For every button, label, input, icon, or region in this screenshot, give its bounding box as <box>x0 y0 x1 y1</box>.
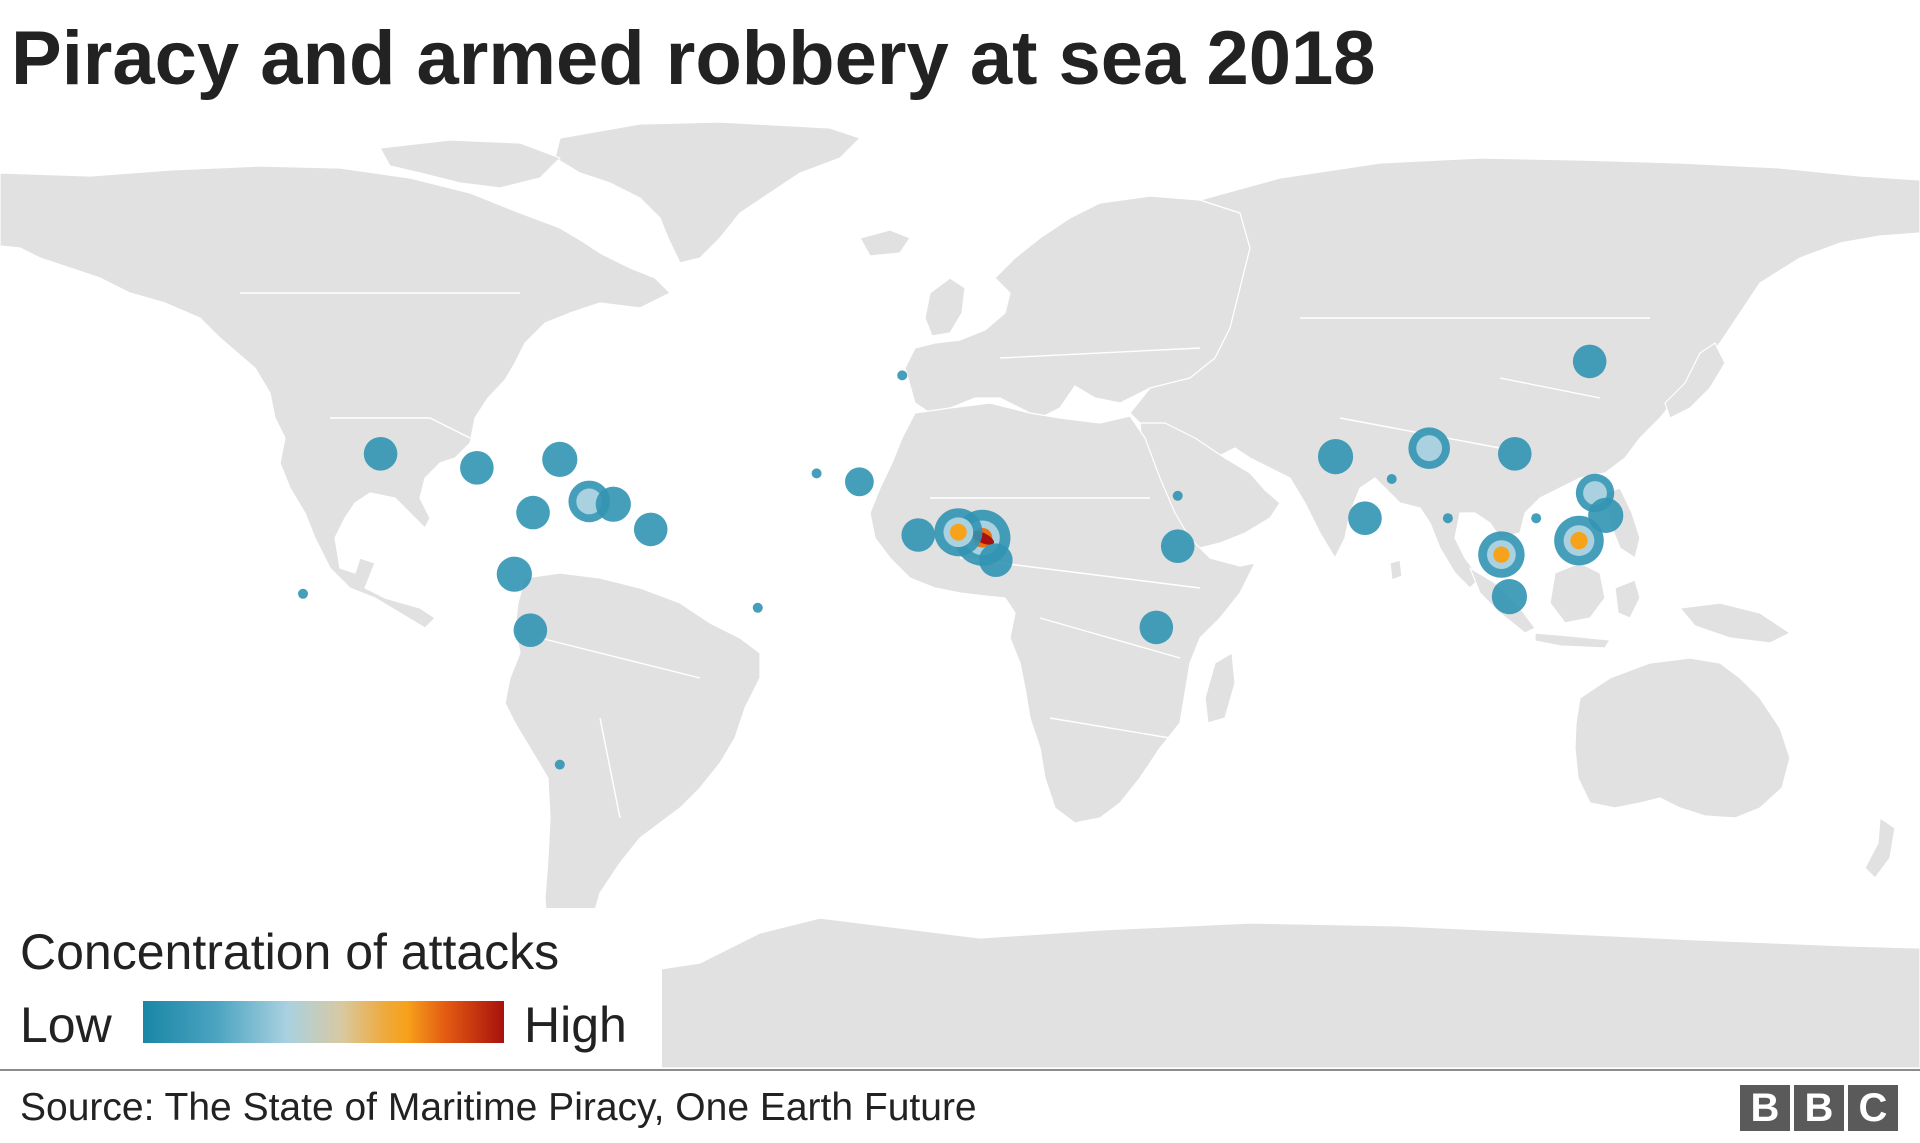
hotspot <box>1442 513 1453 524</box>
hotspot <box>633 512 668 547</box>
land-arctic-islands <box>379 139 561 189</box>
hotspot-mid <box>576 488 603 515</box>
legend-high-label: High <box>524 997 627 1053</box>
hotspot <box>979 543 1013 577</box>
hotspot-layer <box>298 344 1624 770</box>
land-north-america <box>0 165 671 629</box>
hotspot <box>897 370 908 381</box>
hotspot <box>811 468 822 479</box>
hotspot-halo <box>1172 490 1183 501</box>
hotspot-halo <box>633 512 668 547</box>
hotspot <box>298 588 308 599</box>
hotspot <box>1172 490 1183 501</box>
land-africa <box>869 402 1256 824</box>
hotspot-halo <box>1442 513 1453 524</box>
hotspot <box>1317 439 1354 475</box>
hotspot <box>542 441 578 477</box>
legend-gradient-bar <box>143 1001 504 1043</box>
hotspot-halo <box>516 495 550 530</box>
hotspot-halo <box>1348 501 1382 535</box>
land-british-isles <box>924 277 966 337</box>
hotspot-halo <box>363 437 398 471</box>
land-sulawesi <box>1614 579 1641 619</box>
hotspot-halo <box>1139 610 1174 645</box>
hotspot-halo <box>496 556 532 592</box>
hotspot <box>1160 529 1195 563</box>
hotspot-halo <box>1531 513 1542 524</box>
hotspot <box>1386 474 1397 484</box>
land-australia <box>1574 657 1791 819</box>
hotspot-core <box>1570 531 1588 550</box>
hotspot <box>752 602 763 613</box>
land-japan <box>1664 342 1726 419</box>
hotspot <box>460 451 494 485</box>
hotspot-halo <box>1317 439 1354 475</box>
hotspot <box>1491 579 1528 615</box>
hotspot-halo <box>460 451 494 485</box>
bbc-logo-letter: B <box>1740 1085 1790 1131</box>
hotspot-halo <box>1160 529 1195 563</box>
legend-low-label: Low <box>20 997 112 1053</box>
hotspot-halo <box>542 441 578 477</box>
hotspot <box>1348 501 1382 535</box>
land-new-zealand <box>1864 817 1896 879</box>
land-iceland <box>859 229 911 257</box>
hotspot-halo <box>513 613 548 647</box>
bbc-logo: B B C <box>1740 1085 1900 1131</box>
hotspot <box>363 437 398 471</box>
hotspot-mid <box>1416 435 1443 462</box>
source-credit: Source: The State of Maritime Piracy, On… <box>20 1086 977 1129</box>
footer-divider <box>0 1069 1920 1071</box>
land-new-guinea <box>1679 602 1791 644</box>
bbc-logo-letter: C <box>1848 1085 1898 1131</box>
land-greenland <box>554 121 861 264</box>
land-borneo <box>1549 562 1606 624</box>
hotspot <box>1408 427 1450 470</box>
hotspot <box>1497 437 1532 471</box>
hotspot-halo <box>1386 474 1397 484</box>
hotspot <box>845 467 874 497</box>
hotspot-halo <box>845 467 874 497</box>
hotspot-halo <box>554 759 565 770</box>
hotspot <box>1478 531 1525 578</box>
hotspot-halo <box>1491 579 1528 615</box>
hotspot-halo <box>897 370 908 381</box>
hotspot <box>496 556 532 592</box>
hotspot-halo <box>595 486 631 522</box>
hotspot-halo <box>1588 497 1624 533</box>
hotspot <box>516 495 550 530</box>
hotspot <box>901 518 936 552</box>
bbc-logo-letter: B <box>1794 1085 1844 1131</box>
hotspot <box>1531 513 1542 524</box>
land-java <box>1534 632 1611 649</box>
land-madagascar <box>1204 652 1236 724</box>
hotspot <box>513 613 548 647</box>
hotspot-core <box>949 523 967 541</box>
hotspot <box>934 508 983 557</box>
land-sri-lanka <box>1389 559 1403 581</box>
hotspot <box>1588 497 1624 533</box>
hotspot-halo <box>1497 437 1532 471</box>
hotspot-halo <box>901 518 936 552</box>
hotspot-halo <box>811 468 822 479</box>
hotspot <box>1554 515 1604 566</box>
hotspot-halo <box>979 543 1013 577</box>
hotspot <box>595 486 631 522</box>
chart-title: Piracy and armed robbery at sea 2018 <box>11 16 1376 101</box>
hotspot-core <box>1493 546 1510 563</box>
hotspot <box>554 759 565 770</box>
hotspot-halo <box>1572 344 1607 379</box>
hotspot-halo <box>752 602 763 613</box>
hotspot <box>1572 344 1607 379</box>
hotspot-halo <box>298 588 308 599</box>
hotspot <box>1139 610 1174 645</box>
legend-title: Concentration of attacks <box>20 924 560 980</box>
